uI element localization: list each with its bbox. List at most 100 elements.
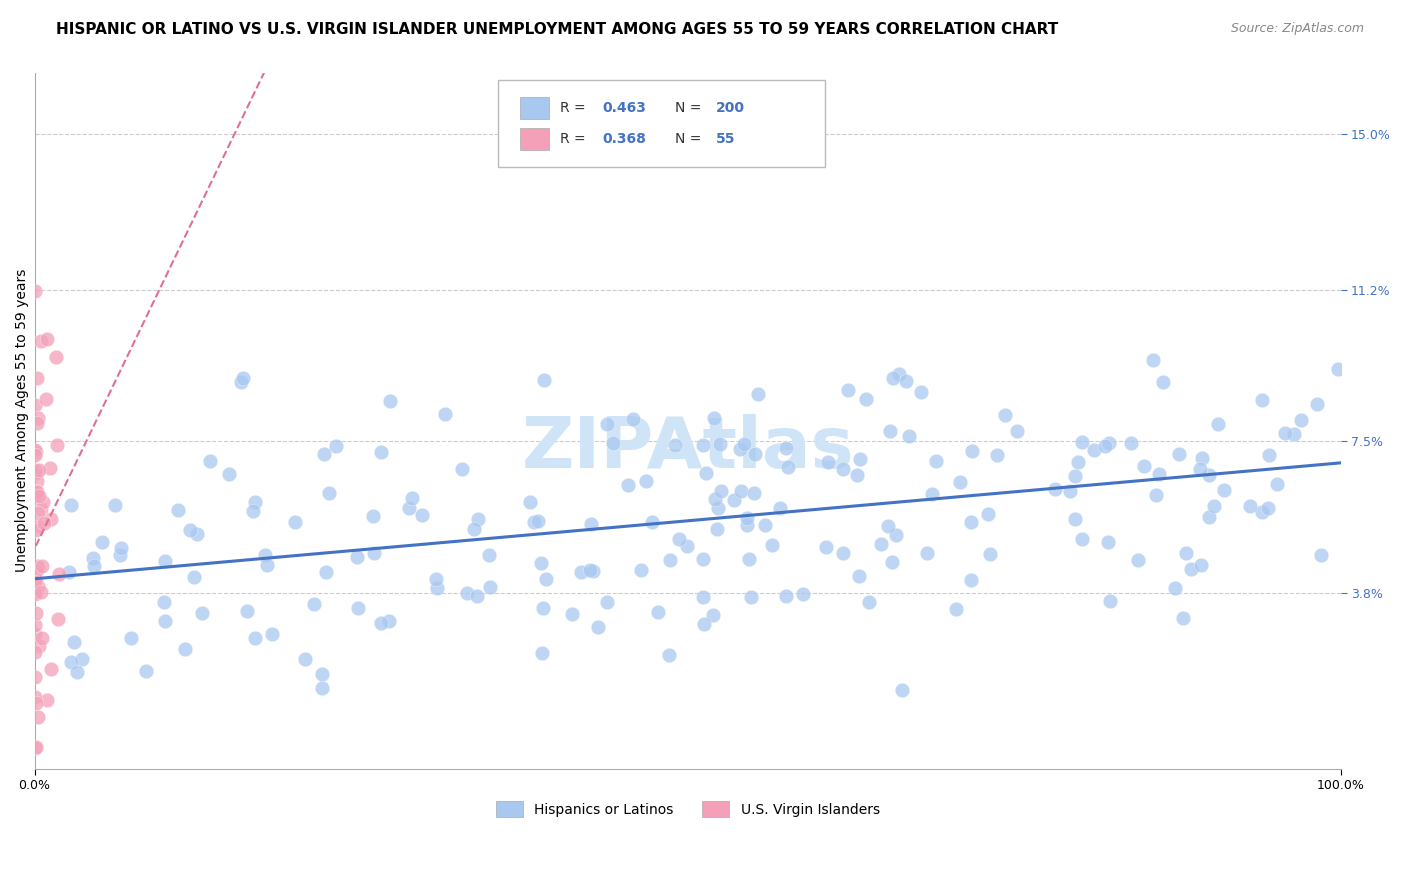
Point bbox=[979, 547, 1001, 561]
Point bbox=[463, 522, 485, 536]
Point bbox=[1167, 447, 1189, 461]
Point bbox=[602, 436, 624, 450]
Legend: Hispanics or Latinos, U.S. Virgin Islanders: Hispanics or Latinos, U.S. Virgin Island… bbox=[489, 795, 887, 824]
Point bbox=[579, 563, 602, 577]
Point bbox=[24, 587, 46, 601]
Point bbox=[735, 510, 758, 524]
Point bbox=[831, 546, 853, 560]
Point bbox=[24, 564, 46, 578]
Point bbox=[1126, 552, 1149, 566]
Point bbox=[1083, 442, 1105, 457]
Point bbox=[108, 548, 131, 562]
Point bbox=[191, 606, 214, 620]
Point bbox=[530, 646, 553, 660]
Point bbox=[702, 607, 724, 622]
Point bbox=[778, 459, 800, 474]
Text: N =: N = bbox=[675, 101, 706, 115]
Point bbox=[25, 484, 48, 499]
Text: 55: 55 bbox=[717, 132, 735, 146]
Point bbox=[692, 590, 714, 604]
Point bbox=[703, 491, 725, 506]
Point bbox=[882, 371, 904, 385]
Point bbox=[986, 448, 1008, 462]
Text: 0.368: 0.368 bbox=[603, 132, 647, 146]
Point bbox=[153, 554, 176, 568]
Point bbox=[1251, 392, 1274, 407]
Point bbox=[174, 642, 197, 657]
Point bbox=[1064, 468, 1087, 483]
Point bbox=[1094, 439, 1116, 453]
Point bbox=[582, 564, 605, 578]
Point bbox=[744, 447, 766, 461]
Point bbox=[1099, 594, 1122, 608]
Point bbox=[1098, 436, 1121, 450]
Point bbox=[945, 602, 967, 616]
Point bbox=[561, 607, 583, 621]
Point bbox=[253, 548, 276, 562]
Point bbox=[58, 566, 80, 580]
Point bbox=[1258, 448, 1281, 462]
Point bbox=[467, 512, 489, 526]
Point bbox=[370, 444, 392, 458]
Point bbox=[311, 667, 333, 681]
Point bbox=[884, 528, 907, 542]
Point bbox=[706, 522, 728, 536]
Point bbox=[877, 519, 900, 533]
Point bbox=[315, 565, 337, 579]
Point bbox=[1251, 505, 1274, 519]
Point bbox=[104, 498, 127, 512]
Point bbox=[994, 408, 1017, 422]
Point bbox=[855, 392, 877, 406]
Point bbox=[27, 639, 49, 653]
Point bbox=[658, 648, 681, 662]
Point bbox=[534, 572, 557, 586]
Point bbox=[925, 454, 948, 468]
Point bbox=[647, 605, 669, 619]
Point bbox=[769, 501, 792, 516]
Point bbox=[363, 545, 385, 559]
Point bbox=[179, 523, 201, 537]
Point bbox=[960, 515, 983, 529]
Point bbox=[24, 574, 46, 589]
Point bbox=[1327, 362, 1350, 376]
Point bbox=[910, 384, 932, 399]
Point bbox=[1152, 375, 1174, 389]
Point bbox=[1119, 435, 1142, 450]
Text: N =: N = bbox=[675, 132, 706, 146]
Point bbox=[581, 516, 603, 531]
Point bbox=[870, 536, 893, 550]
Point bbox=[531, 600, 554, 615]
Point bbox=[848, 569, 870, 583]
Point bbox=[314, 447, 336, 461]
Point bbox=[1059, 484, 1081, 499]
Text: ZIPAtlas: ZIPAtlas bbox=[522, 414, 853, 483]
Point bbox=[304, 597, 326, 611]
Point bbox=[735, 517, 758, 532]
Point bbox=[817, 455, 839, 469]
Point bbox=[25, 371, 48, 385]
Point bbox=[775, 441, 797, 455]
Point bbox=[32, 516, 55, 530]
Point bbox=[24, 645, 46, 659]
Point bbox=[479, 580, 502, 594]
Point bbox=[858, 594, 880, 608]
Point bbox=[742, 486, 765, 500]
Point bbox=[243, 494, 266, 508]
Point bbox=[1180, 562, 1202, 576]
Point bbox=[346, 550, 368, 565]
Point bbox=[728, 442, 751, 457]
Point bbox=[730, 483, 752, 498]
Text: Source: ZipAtlas.com: Source: ZipAtlas.com bbox=[1230, 22, 1364, 36]
Point bbox=[28, 489, 51, 503]
Point bbox=[630, 564, 652, 578]
Point bbox=[831, 462, 853, 476]
Point bbox=[401, 491, 423, 506]
Point bbox=[256, 558, 278, 573]
Point bbox=[27, 506, 49, 520]
Point bbox=[25, 523, 48, 537]
Text: HISPANIC OR LATINO VS U.S. VIRGIN ISLANDER UNEMPLOYMENT AMONG AGES 55 TO 59 YEAR: HISPANIC OR LATINO VS U.S. VIRGIN ISLAND… bbox=[56, 22, 1059, 37]
Point bbox=[692, 552, 714, 566]
Point bbox=[311, 681, 333, 695]
Text: 200: 200 bbox=[717, 101, 745, 115]
Point bbox=[1175, 546, 1198, 560]
